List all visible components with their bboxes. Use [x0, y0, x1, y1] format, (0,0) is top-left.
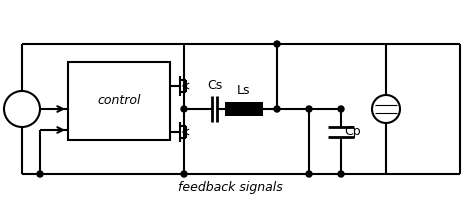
Circle shape: [274, 106, 280, 112]
Circle shape: [274, 41, 280, 47]
Text: feedback signals: feedback signals: [178, 182, 283, 195]
Circle shape: [338, 171, 344, 177]
Bar: [225, 102, 263, 116]
Circle shape: [338, 106, 344, 112]
Circle shape: [181, 106, 187, 112]
Circle shape: [37, 171, 43, 177]
Circle shape: [306, 171, 312, 177]
Text: Cs: Cs: [207, 79, 222, 92]
Text: control: control: [97, 95, 141, 107]
Text: Ls: Ls: [237, 84, 251, 97]
Circle shape: [181, 171, 187, 177]
Circle shape: [306, 106, 312, 112]
Text: Cp: Cp: [344, 125, 361, 139]
Bar: [68, 62, 170, 140]
